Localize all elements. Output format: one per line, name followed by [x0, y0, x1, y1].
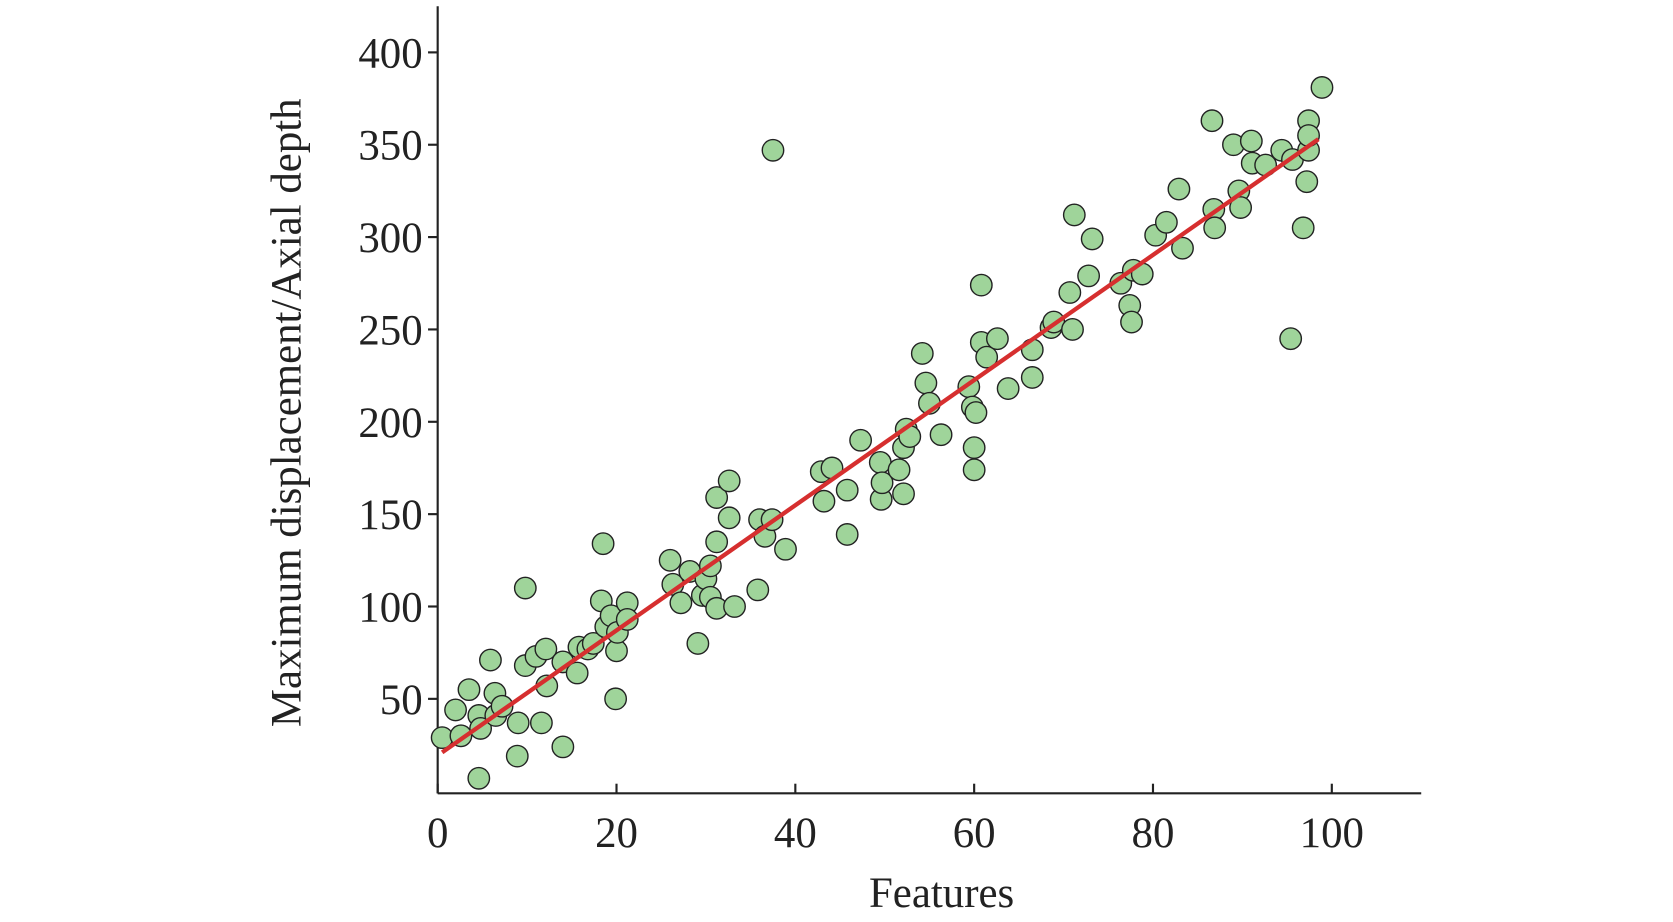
scatter-point — [985, 327, 1009, 351]
scatter-point — [669, 591, 693, 615]
scatter-point — [962, 436, 986, 460]
scatter-point — [529, 711, 553, 735]
y-tick-label: 300 — [358, 215, 422, 262]
y-tick-label: 350 — [358, 123, 422, 170]
y-tick-label: 100 — [358, 585, 422, 632]
scatter-point — [705, 486, 729, 509]
scatter-point — [1239, 129, 1263, 153]
y-tick-label: 250 — [358, 307, 422, 354]
trend-line — [440, 137, 1320, 755]
scatter-point — [1167, 177, 1191, 201]
scatter-point — [467, 766, 491, 790]
x-tick-label: 60 — [953, 810, 996, 857]
scatter-point — [1279, 327, 1303, 351]
scatter-point — [479, 648, 502, 672]
scatter-point — [1120, 310, 1143, 334]
scatter-point — [534, 637, 558, 661]
scatter-point — [1229, 196, 1253, 219]
scatter-point — [849, 428, 873, 452]
y-axis-label: Maximum displacement/Axial depth — [263, 98, 310, 727]
scatter-point — [962, 458, 986, 482]
scatter-point — [604, 687, 628, 711]
scatter-point — [835, 478, 859, 502]
scatter-point — [870, 471, 894, 495]
scatter-point — [975, 345, 999, 369]
scatter-point — [1171, 236, 1194, 260]
x-tick-label: 80 — [1132, 810, 1175, 857]
scatter-point — [1310, 76, 1334, 99]
x-tick-label: 0 — [427, 810, 448, 857]
x-tick-label: 40 — [774, 810, 817, 857]
scatter-point — [774, 537, 797, 561]
scatter-point — [551, 735, 575, 759]
scatter-point — [1291, 216, 1315, 240]
scatter-point — [910, 342, 934, 365]
scatter-point — [1058, 281, 1082, 304]
scatter-point — [1080, 227, 1104, 251]
scatter-point — [686, 632, 710, 655]
scatter-point — [513, 576, 537, 600]
scatter-point — [505, 744, 529, 768]
y-tick-label: 200 — [358, 400, 422, 447]
scatter-point — [892, 482, 915, 506]
scatter-point — [723, 595, 746, 618]
scatter-point — [1062, 203, 1086, 227]
scatter-point — [914, 371, 938, 395]
scatter-point — [835, 523, 859, 546]
scatter-point — [929, 423, 953, 447]
y-tick-label: 150 — [358, 492, 422, 539]
scatter-point — [887, 458, 911, 482]
y-tick-label: 50 — [380, 677, 423, 724]
x-tick-label: 100 — [1300, 810, 1364, 857]
scatter-point — [457, 678, 481, 702]
scatter-point — [1295, 170, 1319, 194]
scatter-point — [717, 469, 741, 493]
scatter-point — [1061, 318, 1084, 341]
scatter-point — [591, 532, 615, 556]
scatter-point — [969, 273, 993, 297]
scatter-point — [746, 578, 770, 602]
x-tick-label: 20 — [595, 810, 638, 857]
scatter-point — [1200, 109, 1224, 133]
scatter-point — [705, 530, 729, 554]
y-tick-label: 400 — [358, 30, 422, 77]
scatter-point — [1154, 210, 1178, 234]
scatter-point — [717, 506, 741, 530]
scatter-point — [812, 489, 836, 513]
scatter-point — [996, 377, 1020, 400]
x-axis-label: Features — [869, 870, 1014, 917]
scatter-point — [506, 711, 530, 735]
scatter-point — [1077, 264, 1101, 288]
scatter-point — [658, 548, 682, 572]
scatter-point — [490, 694, 514, 718]
scatter-point — [761, 138, 785, 162]
scatter-point — [1020, 366, 1044, 389]
scatter-point — [565, 661, 589, 685]
scatter-point — [1203, 216, 1227, 240]
scatter-point — [444, 698, 467, 722]
scatter-point — [964, 401, 988, 424]
